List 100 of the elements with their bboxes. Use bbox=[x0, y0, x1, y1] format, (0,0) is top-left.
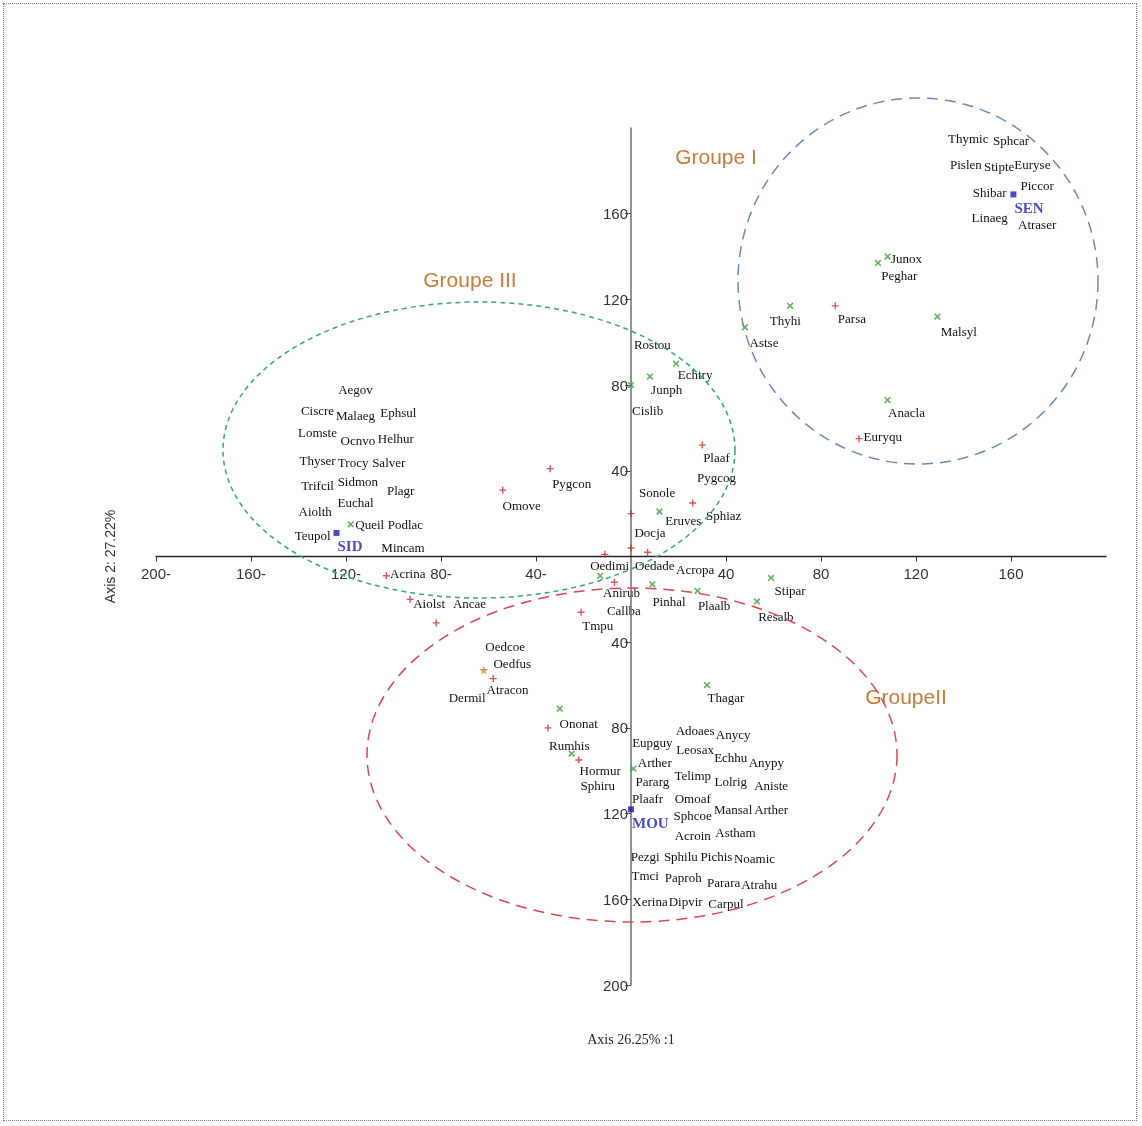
y-tick-label: 160 bbox=[602, 890, 628, 908]
point bbox=[499, 486, 507, 494]
annotation: Linaeg bbox=[971, 210, 1009, 226]
point bbox=[627, 544, 635, 552]
point bbox=[627, 510, 635, 518]
annotation: Anirub bbox=[603, 585, 640, 601]
annotation: Sidmon bbox=[337, 474, 379, 490]
annotation: Stipar bbox=[774, 583, 807, 599]
annotation: Thyser bbox=[299, 452, 337, 468]
point bbox=[933, 313, 941, 320]
annotation: Cislib bbox=[632, 403, 664, 419]
point bbox=[648, 580, 656, 588]
annotation: Hormur bbox=[579, 763, 622, 779]
x-tick-label: 200- bbox=[140, 564, 172, 582]
data-label: SEN bbox=[1014, 199, 1044, 216]
annotation: Pichis bbox=[700, 848, 733, 864]
annotation: Xerina bbox=[632, 893, 668, 909]
annotation: Pygcon bbox=[552, 476, 592, 492]
point bbox=[601, 550, 609, 558]
annotation: Astham bbox=[715, 825, 756, 841]
annotation: Euchal bbox=[337, 495, 374, 511]
x-tick-label: 160- bbox=[235, 564, 267, 582]
point bbox=[855, 435, 863, 443]
annotation: Peghar bbox=[881, 268, 919, 284]
annotation: Resalb bbox=[758, 608, 794, 624]
annotation: Pygcog bbox=[697, 469, 737, 485]
annotation: Parara bbox=[707, 874, 741, 890]
annotation: Plaafr bbox=[632, 791, 664, 807]
annotation: Rostou bbox=[633, 336, 672, 352]
point bbox=[698, 441, 706, 449]
point bbox=[703, 681, 711, 689]
point bbox=[874, 259, 882, 267]
point bbox=[556, 705, 564, 713]
annotation: Sphiaz bbox=[705, 508, 742, 524]
y-tick-label: 200 bbox=[602, 976, 628, 994]
annotation: Carpul bbox=[708, 896, 745, 912]
x-tick-label: 120 bbox=[903, 564, 929, 582]
point bbox=[333, 529, 340, 536]
y-tick-label: 120 bbox=[602, 805, 628, 823]
annotation: Oedade bbox=[634, 557, 675, 573]
annotation: Arther bbox=[637, 754, 673, 770]
point bbox=[672, 360, 680, 368]
annotation: Salver bbox=[372, 454, 407, 470]
annotation: Anycy bbox=[715, 726, 751, 742]
point bbox=[347, 520, 355, 528]
point bbox=[884, 253, 891, 260]
y-tick-label: 120 bbox=[602, 290, 628, 308]
annotation: Aiolst bbox=[413, 596, 446, 612]
annotation: Sphcar bbox=[992, 133, 1030, 149]
annotation: Tmci bbox=[631, 868, 660, 884]
annotation: Callba bbox=[606, 602, 642, 618]
annotation: Ephsul bbox=[380, 405, 417, 421]
y-tick-label: 40 bbox=[611, 633, 628, 651]
point bbox=[432, 619, 440, 627]
annotation: Paproh bbox=[664, 870, 703, 886]
annotation: Helhur bbox=[377, 431, 415, 447]
annotation: Mincam bbox=[381, 540, 425, 556]
point bbox=[767, 574, 775, 582]
annotation: Omove bbox=[502, 497, 542, 513]
point bbox=[753, 598, 761, 605]
annotation: Adoaes bbox=[675, 722, 715, 738]
annotation: Groupe I bbox=[675, 145, 757, 168]
annotation: Echhu bbox=[714, 750, 748, 766]
annotation: Euryqu bbox=[863, 429, 903, 445]
x-axis-title: Axis 26.25% :1 bbox=[587, 1032, 675, 1047]
annotation: Sphilu bbox=[663, 848, 699, 864]
annotation: Ciscre bbox=[300, 403, 335, 419]
annotation: Astse bbox=[749, 334, 779, 350]
annotation: Stipte bbox=[983, 159, 1015, 175]
annotation: Sphiru bbox=[580, 778, 616, 794]
y-tick-label: 80 bbox=[611, 719, 628, 737]
point bbox=[831, 302, 839, 310]
annotation: Thymic bbox=[948, 131, 989, 147]
point bbox=[479, 665, 489, 675]
annotation: Telimp bbox=[674, 767, 712, 783]
annotation: Trifcil bbox=[301, 478, 335, 494]
annotation: Sonole bbox=[639, 484, 676, 500]
annotation: Parsa bbox=[837, 311, 867, 327]
point bbox=[544, 724, 552, 732]
annotation: Piccor bbox=[1020, 178, 1055, 194]
annotation: Anacla bbox=[888, 405, 926, 421]
y-tick-label: 160 bbox=[602, 205, 628, 223]
data-label: MOU bbox=[632, 814, 669, 831]
x-tick-label: 40- bbox=[525, 564, 547, 582]
annotation: GroupeII bbox=[865, 684, 947, 708]
point bbox=[628, 806, 634, 813]
point bbox=[884, 396, 891, 404]
annotation: Pinhal bbox=[652, 593, 686, 609]
annotation: Oedimi bbox=[590, 557, 630, 573]
point bbox=[406, 595, 414, 603]
annotation: Lolrig bbox=[714, 773, 748, 789]
point bbox=[786, 302, 794, 310]
annotation: Rumhis bbox=[549, 737, 590, 753]
annotation: Junph bbox=[651, 381, 683, 397]
annotation: Acrina bbox=[390, 566, 426, 582]
annotation: Pislen bbox=[949, 156, 983, 172]
point bbox=[596, 572, 604, 580]
annotation: Queil bbox=[355, 516, 385, 532]
annotation: Aiolth bbox=[298, 504, 333, 520]
annotation: Acropa bbox=[675, 561, 715, 577]
